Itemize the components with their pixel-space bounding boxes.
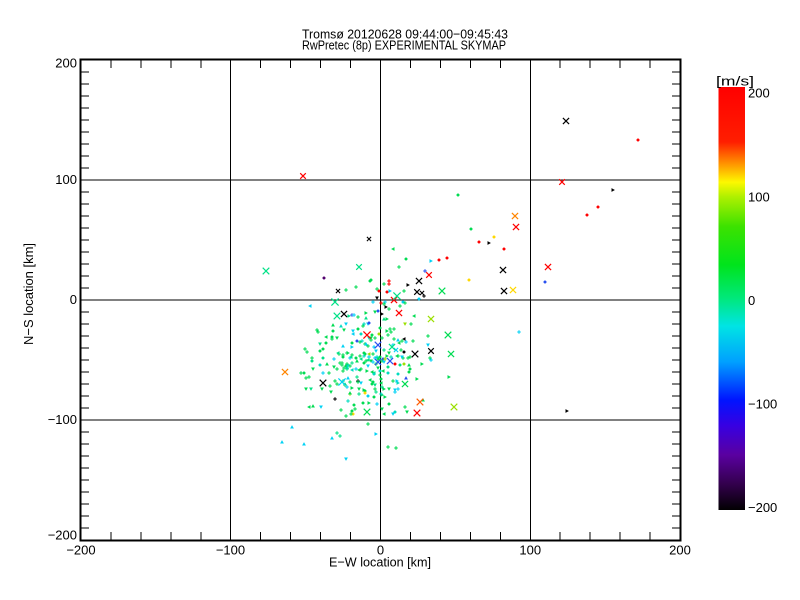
svg-text:N−S location [km]: N−S location [km]	[21, 243, 36, 345]
svg-text:200: 200	[669, 543, 691, 558]
svg-text:100: 100	[519, 543, 541, 558]
svg-text:−200: −200	[66, 543, 95, 558]
svg-text:0: 0	[748, 293, 755, 308]
svg-text:200: 200	[55, 56, 77, 71]
svg-text:−100: −100	[216, 543, 245, 558]
svg-text:−100: −100	[748, 397, 777, 412]
svg-text:−200: −200	[48, 528, 77, 543]
svg-text:E−W location [km]: E−W location [km]	[329, 555, 431, 570]
svg-text:−200: −200	[748, 500, 777, 515]
svg-text:Tromsø 20120628 09:44:00−09:45: Tromsø 20120628 09:44:00−09:45:43	[302, 27, 508, 42]
svg-text:0: 0	[70, 292, 77, 307]
svg-text:100: 100	[748, 190, 770, 205]
svg-text:200: 200	[748, 86, 770, 101]
svg-text:−100: −100	[48, 412, 77, 427]
svg-text:[m/s]: [m/s]	[716, 73, 754, 88]
svg-text:100: 100	[55, 172, 77, 187]
svg-text:RwPretec (8p) EXPERIMENTAL SKY: RwPretec (8p) EXPERIMENTAL SKYMAP	[302, 37, 506, 52]
svg-text:0: 0	[377, 543, 384, 558]
